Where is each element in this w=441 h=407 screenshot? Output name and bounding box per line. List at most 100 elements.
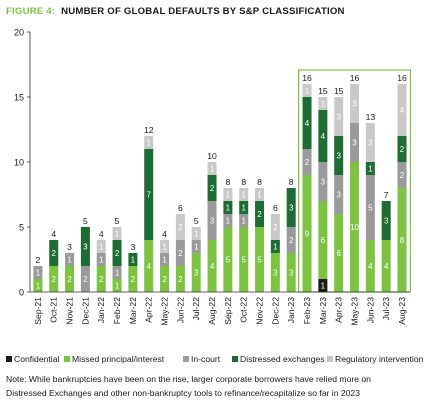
legend-item: Regulatory intervention — [327, 354, 424, 364]
legend-label: In-court — [191, 354, 221, 364]
bar-segment — [223, 227, 233, 292]
bar-segment — [381, 201, 391, 240]
bar-total-label: 10 — [207, 151, 217, 161]
bar-segment — [239, 201, 249, 214]
x-tick-label: Sep-22 — [223, 297, 233, 325]
x-tick-label: Feb-23 — [302, 297, 312, 324]
bar-total-label: 3 — [67, 242, 72, 252]
bar-segment-label: 9 — [305, 230, 310, 239]
bar-segment-label: 1 — [115, 282, 120, 291]
bar-segment — [128, 253, 138, 266]
bar-segment — [65, 266, 75, 292]
bar-segment — [49, 266, 59, 292]
bar-segment — [397, 188, 407, 292]
bar-segment-label: 1 — [146, 139, 151, 148]
bar-total-label: 16 — [350, 73, 360, 83]
bar-segment — [365, 162, 375, 175]
bar-segment-label: 3 — [336, 152, 341, 161]
bar-segment-label: 1 — [305, 87, 310, 96]
bars-group: 1122242132352114112152134711221142226311… — [33, 73, 407, 292]
bar-segment — [112, 227, 122, 240]
bar-segment — [144, 136, 154, 149]
bar-segment — [270, 253, 280, 292]
bar-segment-label: 3 — [352, 100, 357, 109]
bar-stack-May-23: 10 3 3 16 — [350, 73, 360, 292]
x-tick-label: Jul-23 — [381, 297, 391, 321]
bar-segment-label: 3 — [289, 269, 294, 278]
bar-segment — [350, 84, 360, 123]
legend-swatch — [183, 356, 189, 362]
bar-segment-label: 6 — [336, 249, 341, 258]
bar-segment-label: 3 — [321, 178, 326, 187]
bar-total-label: 5 — [194, 216, 199, 226]
x-tick-label: May-22 — [160, 297, 170, 326]
bar-segment-label: 2 — [178, 223, 183, 232]
bar-segment-label: 1 — [36, 269, 41, 278]
bar-segment — [397, 136, 407, 162]
x-tick-label: Nov-22 — [255, 297, 265, 325]
bar-segment-label: 5 — [241, 256, 246, 265]
bar-segment-label: 3 — [336, 191, 341, 200]
bar-stack-Nov-21: 2 1 3 — [65, 242, 75, 292]
bar-segment-label: 1 — [210, 165, 215, 174]
bar-segment-label: 2 — [162, 275, 167, 284]
bar-stack-Aug-22: 4 3 2 1 10 — [207, 151, 217, 292]
y-tick-label: 10 — [14, 158, 24, 168]
bar-segment-label: 1 — [273, 243, 278, 252]
bar-segment-label: 3 — [273, 269, 278, 278]
bar-segment — [286, 227, 296, 253]
bar-segment — [80, 227, 90, 266]
bar-segment — [255, 227, 265, 292]
y-tick-label: 5 — [19, 223, 24, 233]
title-text: NUMBER OF GLOBAL DEFAULTS BY S&P CLASSIF… — [61, 6, 345, 17]
note-line-1: Note: While bankruptcies have been on th… — [6, 374, 371, 384]
legend-item: Confidential — [6, 354, 59, 364]
bar-stack-Jul-22: 3 1 1 5 — [191, 216, 201, 292]
y-tick-label: 20 — [14, 28, 24, 38]
x-tick-label: Feb-22 — [112, 297, 122, 324]
bar-stack-Oct-22: 5 1 1 1 8 — [239, 177, 249, 292]
bar-segment — [175, 240, 185, 266]
bar-stack-Oct-21: 2 2 4 — [49, 229, 59, 292]
y-tick-label: 15 — [14, 93, 24, 103]
bar-segment-label: 1 — [67, 256, 72, 265]
legend-label: Missed principal/interest — [72, 354, 165, 364]
bar-segment — [112, 266, 122, 279]
bar-stack-Feb-22: 1 1 2 1 5 — [112, 216, 122, 292]
bar-stack-Jan-22: 2 1 1 4 — [96, 229, 106, 292]
bar-stack-Dec-21: 2 3 5 — [80, 216, 90, 292]
bar-total-label: 8 — [257, 177, 262, 187]
bar-segment-label: 1 — [99, 256, 104, 265]
bar-segment-label: 2 — [131, 275, 136, 284]
bar-segment — [270, 214, 280, 240]
bar-segment-label: 5 — [226, 256, 231, 265]
note-line-2: Distressed Exchanges and other non-bankr… — [6, 388, 360, 398]
bar-segment-label: 3 — [210, 217, 215, 226]
bar-segment — [96, 253, 106, 266]
bar-segment-label: 4 — [146, 262, 151, 271]
bar-segment-label: 1 — [36, 282, 41, 291]
bar-segment-label: 2 — [257, 210, 262, 219]
bar-segment — [318, 110, 328, 162]
x-tick-label: Apr-22 — [144, 297, 154, 323]
bar-segment-label: 2 — [99, 275, 104, 284]
bar-segment — [239, 214, 249, 227]
bar-segment — [318, 279, 328, 292]
bar-total-label: 4 — [51, 229, 56, 239]
bar-total-label: 4 — [99, 229, 104, 239]
bar-segment-label: 2 — [67, 275, 72, 284]
bar-segment-label: 1 — [115, 230, 120, 239]
bar-segment — [365, 175, 375, 240]
bar-segment — [207, 175, 217, 201]
bar-segment-label: 5 — [257, 256, 262, 265]
bar-segment — [207, 162, 217, 175]
x-tick-label: Jan-22 — [96, 297, 106, 323]
bar-segment — [334, 136, 344, 175]
bar-segment-label: 2 — [400, 171, 405, 180]
bar-segment — [191, 253, 201, 292]
bar-segment — [65, 253, 75, 266]
bar-segment — [365, 123, 375, 162]
bar-segment-label: 2 — [273, 223, 278, 232]
